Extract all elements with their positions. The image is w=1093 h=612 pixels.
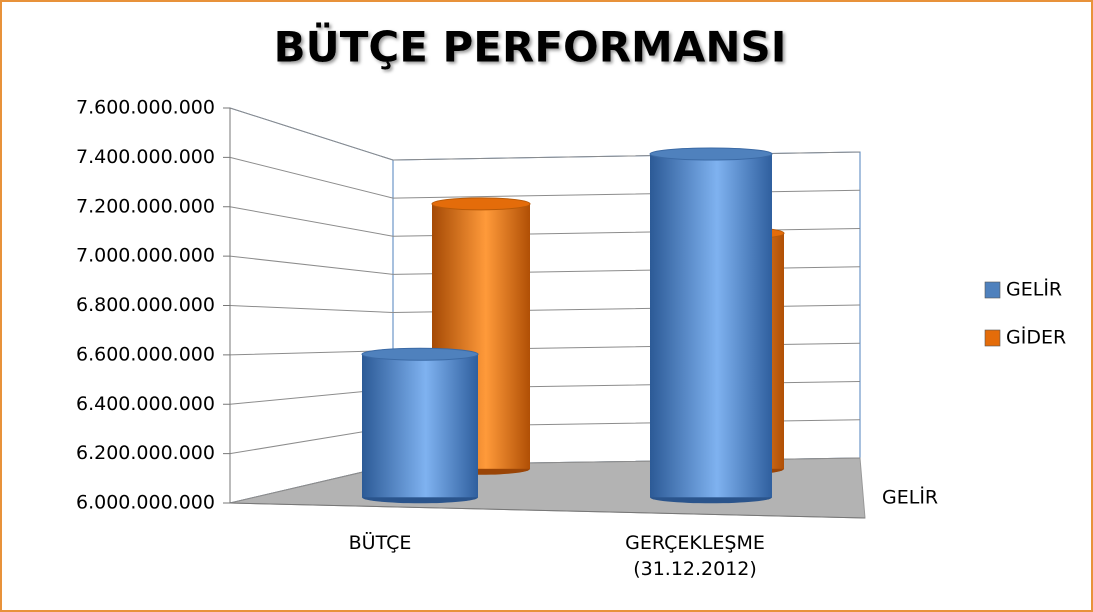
y-tick-label: 7.000.000.000 (76, 245, 215, 267)
legend-label: GİDER (1006, 326, 1066, 349)
legend-label: GELİR (1006, 278, 1062, 301)
chart-title: BÜTÇE PERFORMANSI (274, 22, 787, 72)
x-tick-label: GERÇEKLEŞME (31.12.2012) (625, 532, 765, 580)
x-tick-label: BÜTÇE (348, 532, 412, 554)
z-tick-label: GELİR (882, 486, 938, 509)
y-tick-label: 6.800.000.000 (76, 294, 215, 316)
bar (362, 354, 478, 498)
bar-top (361, 347, 479, 361)
y-tick-label: 6.600.000.000 (76, 343, 215, 365)
bar-top (431, 197, 531, 211)
y-tick-label: 6.400.000.000 (76, 393, 215, 415)
y-tick-label: 6.200.000.000 (76, 442, 215, 464)
y-tick-label: 7.400.000.000 (76, 146, 215, 168)
legend-swatch (984, 281, 1001, 299)
x-axis (229, 502, 866, 519)
y-tick-label: 6.000.000.000 (76, 492, 215, 514)
y-tick-label: 7.600.000.000 (76, 97, 215, 119)
bar (650, 153, 772, 498)
y-tick-label: 7.200.000.000 (76, 195, 215, 217)
legend-swatch (984, 329, 1001, 347)
bar-top (649, 147, 773, 161)
